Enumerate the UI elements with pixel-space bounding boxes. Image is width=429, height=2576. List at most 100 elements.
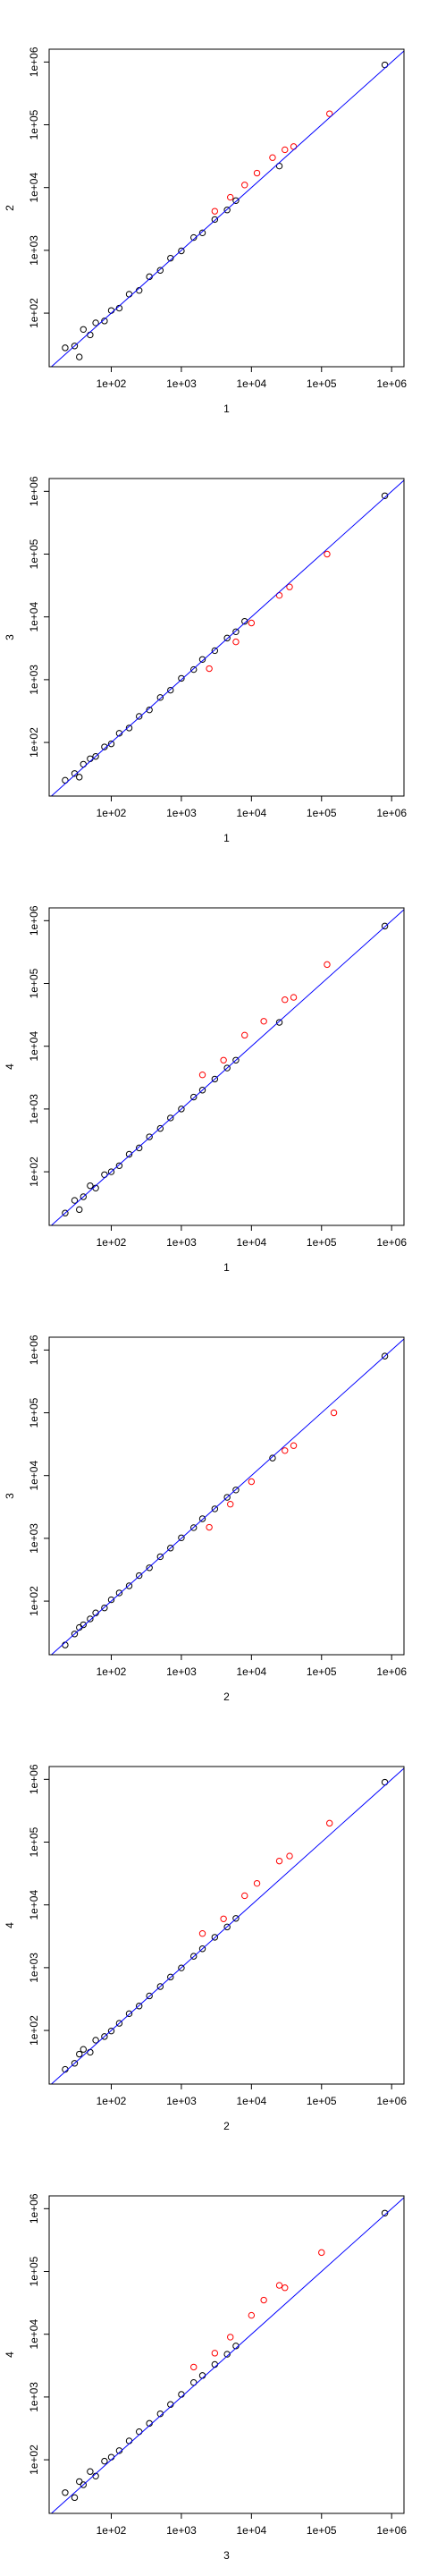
point [156, 267, 164, 274]
y-tick-label: 1e+02 [28, 2445, 40, 2475]
point [241, 182, 248, 189]
point [223, 1064, 231, 1072]
scatter-panel: 1e+02 1e+03 1e+04 1e+05 1e+06 1e+02 1e+03 1e+04… [4, 476, 407, 844]
point [211, 1934, 219, 1941]
identity-line [51, 909, 405, 1226]
point [190, 1093, 198, 1101]
point [248, 2311, 256, 2319]
x-axis-label: 1 [223, 402, 230, 415]
scatter-panel: 1e+02 1e+03 1e+04 1e+05 1e+06 1e+02 1e+03 1e+04… [4, 1335, 407, 1703]
point [282, 146, 289, 154]
x-tick-label: 1e+03 [166, 2095, 197, 2107]
point [92, 2037, 99, 2044]
point [198, 1087, 206, 1094]
x-tick-label: 1e+05 [307, 1665, 337, 1678]
point [80, 1193, 87, 1200]
point [318, 2249, 325, 2257]
y-tick-label: 1e+02 [28, 1157, 40, 1187]
point [87, 1615, 94, 1623]
x-axis-label: 3 [223, 2549, 230, 2562]
point [146, 1133, 153, 1140]
x-tick-label: 1e+05 [307, 807, 337, 819]
point [71, 2494, 79, 2502]
x-axis-label: 2 [223, 1690, 230, 1703]
point [80, 2046, 87, 2053]
point [232, 197, 240, 204]
point [223, 207, 231, 214]
point [167, 686, 174, 694]
point [178, 674, 185, 682]
x-tick-label: 1e+02 [97, 2524, 127, 2537]
point [269, 154, 276, 161]
x-tick-label: 1e+03 [166, 377, 197, 390]
x-tick-label: 1e+02 [97, 1665, 127, 1678]
y-tick-label: 1e+06 [28, 1335, 40, 1365]
point [167, 254, 174, 262]
y-tick-label: 1e+02 [28, 2015, 40, 2046]
point [178, 247, 185, 255]
point [62, 776, 69, 784]
y-tick-label: 1e+04 [28, 1031, 40, 1062]
point [232, 1915, 240, 1922]
x-tick-label: 1e+06 [376, 377, 407, 390]
point [62, 2489, 69, 2496]
y-tick-label: 1e+06 [28, 905, 40, 936]
y-axis-label: 2 [4, 205, 16, 211]
x-tick-label: 1e+04 [236, 1236, 266, 1249]
point [135, 1144, 143, 1152]
point [87, 2468, 94, 2475]
x-tick-label: 1e+06 [376, 2095, 407, 2107]
point [107, 1168, 115, 1175]
point [275, 162, 283, 170]
scatter-panel: 1e+02 1e+03 1e+04 1e+05 1e+06 1e+02 1e+03 1e+04… [4, 2193, 407, 2562]
y-tick-label: 1e+04 [28, 2319, 40, 2350]
identity-line [51, 1767, 405, 2085]
point [324, 961, 331, 969]
identity-line [51, 479, 405, 797]
point [87, 1182, 94, 1190]
point [326, 1819, 333, 1827]
point [101, 2457, 108, 2465]
point [62, 1209, 69, 1216]
point [282, 2284, 289, 2292]
x-tick-label: 1e+06 [376, 2524, 407, 2537]
y-axis-label: 4 [4, 1922, 16, 1928]
point [107, 740, 115, 748]
x-tick-label: 1e+04 [236, 807, 266, 819]
point [198, 656, 206, 663]
point [135, 713, 143, 720]
point [107, 1596, 115, 1604]
point [211, 2350, 219, 2357]
point [324, 550, 331, 558]
point [275, 591, 283, 599]
point [71, 2060, 79, 2067]
x-tick-label: 1e+05 [307, 1236, 337, 1249]
point [101, 2033, 108, 2040]
y-tick-label: 1e+06 [28, 476, 40, 506]
point [71, 770, 79, 777]
point [178, 1106, 185, 1113]
point [125, 2010, 133, 2018]
plot-box [48, 48, 405, 368]
point [115, 1589, 123, 1597]
point [92, 752, 99, 760]
point [115, 2020, 123, 2027]
point [275, 1857, 283, 1865]
x-tick-label: 1e+06 [376, 807, 407, 819]
identity-line [51, 2197, 405, 2514]
point [156, 1124, 164, 1132]
point [156, 1553, 164, 1561]
y-tick-label: 1e+04 [28, 1890, 40, 1920]
x-axis-label: 1 [223, 1261, 230, 1274]
x-tick-label: 1e+03 [166, 807, 197, 819]
point [211, 1505, 219, 1513]
point [87, 331, 94, 339]
y-tick-label: 1e+03 [28, 1953, 40, 1983]
y-tick-label: 1e+05 [28, 1397, 40, 1428]
point [71, 1197, 79, 1204]
scatter-panel: 1e+02 1e+03 1e+04 1e+05 1e+06 1e+02 1e+03 1e+04… [4, 47, 407, 415]
plot-box [48, 1336, 405, 1656]
point [198, 229, 206, 237]
point [167, 1545, 174, 1552]
y-tick-label: 1e+06 [28, 1764, 40, 1794]
